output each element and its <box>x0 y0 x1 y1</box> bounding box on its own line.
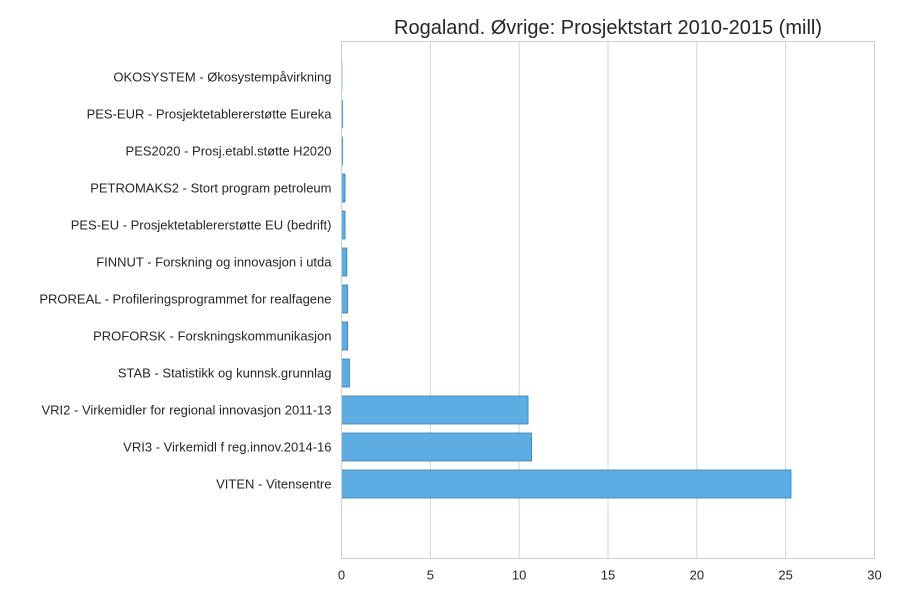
x-tick-label: 10 <box>512 568 526 583</box>
category-label: VRI2 - Virkemidler for regional innovasj… <box>41 403 331 418</box>
x-tick-label: 25 <box>778 568 792 583</box>
bar <box>342 470 791 498</box>
category-label: PES-EU - Prosjektetablererstøtte EU (bed… <box>71 218 332 233</box>
bar <box>342 322 348 350</box>
category-label: VRI3 - Virkemidl f reg.innov.2014-16 <box>123 440 331 455</box>
chart-title: Rogaland. Øvrige: Prosjektstart 2010-201… <box>394 17 822 39</box>
category-label: STAB - Statistikk og kunnsk.grunnlag <box>118 366 332 381</box>
bar <box>342 433 532 461</box>
bar <box>342 211 346 239</box>
category-label: PES2020 - Prosj.etabl.støtte H2020 <box>126 144 332 159</box>
x-tick-label: 5 <box>427 568 434 583</box>
category-label: FINNUT - Forskning og innovasjon i utda <box>96 255 332 270</box>
x-tick-labels: 0 5 10 15 20 25 30 <box>338 568 882 583</box>
x-tick-label: 30 <box>867 568 881 583</box>
category-labels: OKOSYSTEM - Økosystempåvirkning PES-EUR -… <box>39 70 332 492</box>
category-label: PES-EUR - Prosjektetablererstøtte Eureka <box>87 107 333 122</box>
bar <box>342 285 348 313</box>
x-tick-label: 15 <box>601 568 615 583</box>
bar <box>342 359 350 387</box>
bar <box>342 174 346 202</box>
x-tick-label: 20 <box>690 568 704 583</box>
category-label: PROFORSK - Forskningskommunikasjon <box>93 329 331 344</box>
bars <box>342 63 791 498</box>
category-label: OKOSYSTEM - Økosystempåvirkning <box>113 70 331 85</box>
bar <box>342 396 529 424</box>
category-label: PROREAL - Profileringsprogrammet for rea… <box>39 292 331 307</box>
category-label: VITEN - Vitensentre <box>216 477 331 492</box>
bar <box>342 248 347 276</box>
x-tick-label: 0 <box>338 568 345 583</box>
category-label: PETROMAKS2 - Stort program petroleum <box>90 181 331 196</box>
